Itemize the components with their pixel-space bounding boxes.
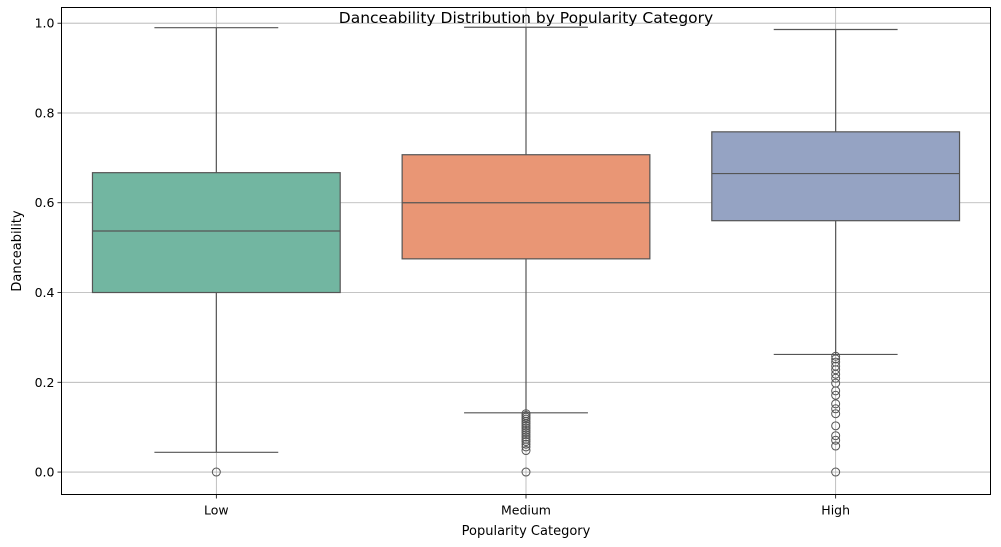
outlier-point [831, 351, 841, 361]
outlier-point [521, 467, 531, 477]
outlier-point [831, 399, 841, 409]
outlier-point [521, 430, 531, 440]
outlier-point [831, 390, 841, 400]
outlier-point [521, 432, 531, 442]
outlier-point [831, 373, 841, 383]
boxes [91, 26, 961, 477]
outlier-point [521, 409, 531, 419]
x-axis-label: Popularity Category [462, 524, 591, 539]
outlier-point [831, 361, 841, 371]
outlier-point [521, 446, 531, 456]
y-axis-label: Danceability [10, 210, 25, 292]
outlier-point [831, 409, 841, 419]
outlier-point [521, 423, 531, 433]
outlier-point [831, 431, 841, 441]
y-tick-label: 0.0 [35, 465, 55, 480]
y-tick-label: 0.2 [35, 375, 55, 390]
outlier-point [211, 467, 221, 477]
box-medium [401, 26, 651, 477]
box-body [91, 172, 341, 294]
outlier-point [831, 357, 841, 367]
x-tick-label: Medium [501, 503, 551, 518]
y-tick-label: 0.8 [35, 105, 55, 120]
y-tick-label: 0.4 [35, 285, 55, 300]
outlier-point [831, 404, 841, 414]
x-tick-label: High [821, 503, 850, 518]
box-body [401, 154, 651, 260]
outlier-point [521, 439, 531, 449]
outlier-point [521, 437, 531, 447]
outlier-point [831, 421, 841, 431]
outlier-point [831, 467, 841, 477]
outlier-point [831, 354, 841, 364]
outlier-point [831, 441, 841, 451]
outlier-point [521, 434, 531, 444]
outlier-point [521, 421, 531, 431]
outlier-point [831, 378, 841, 388]
y-tick-label: 1.0 [35, 16, 55, 31]
y-tick-label: 0.6 [35, 195, 55, 210]
box-high [711, 28, 961, 477]
x-tick-label: Low [204, 503, 229, 518]
box-body [711, 131, 961, 222]
outlier-point [521, 425, 531, 435]
chart-title: Danceability Distribution by Popularity … [339, 9, 713, 27]
outlier-point [831, 435, 841, 445]
ticks: 0.0 0.2 0.4 0.6 0.8 1.0 Low Medium High [35, 16, 850, 518]
box-low [91, 27, 341, 477]
outlier-point [521, 428, 531, 438]
